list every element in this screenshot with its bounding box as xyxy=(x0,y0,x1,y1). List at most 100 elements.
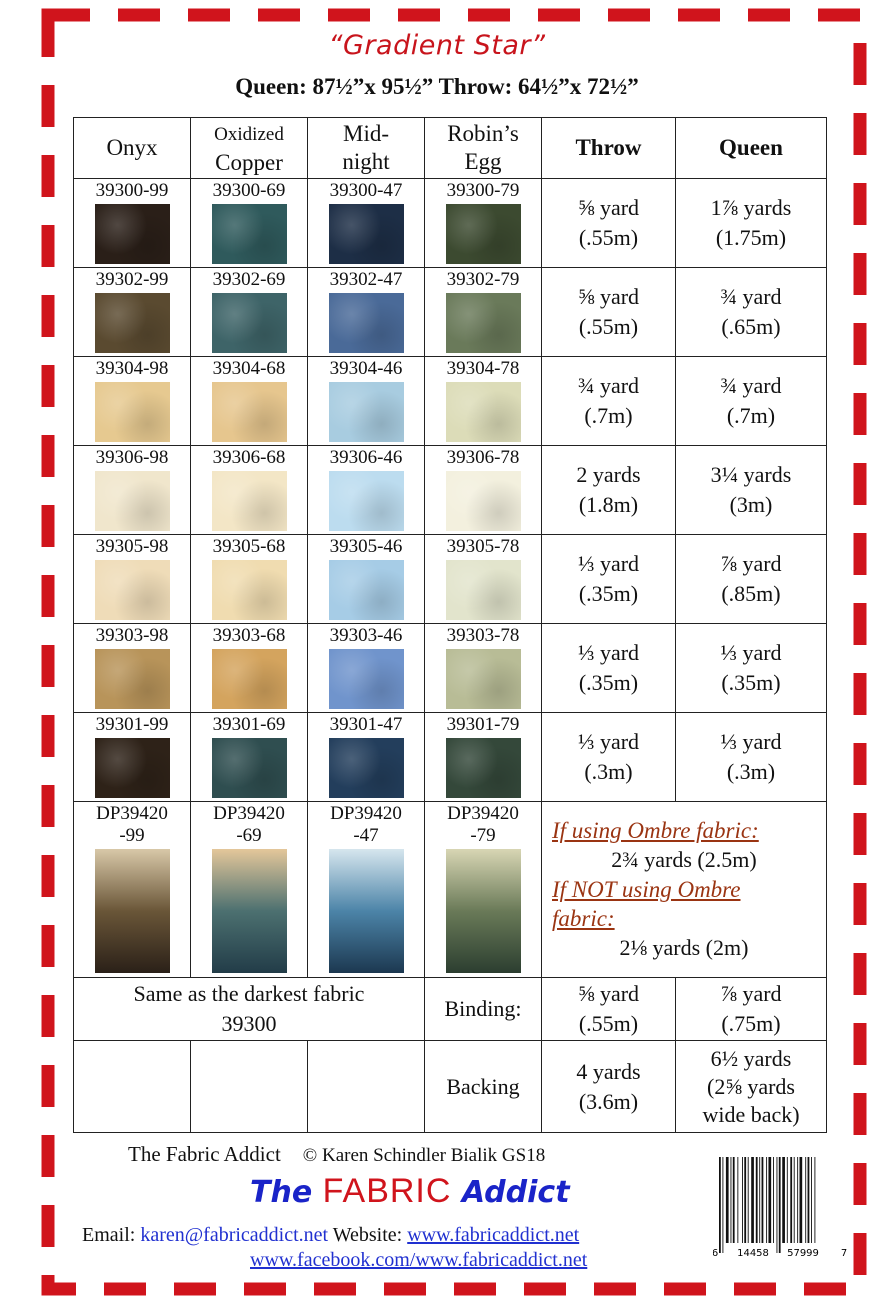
throw-amount: ⅝ yard (.55m) xyxy=(541,267,676,357)
fabric-code: 39300-79 xyxy=(446,180,520,201)
throw-amount: ⅓ yard (.35m) xyxy=(541,623,676,713)
empty-cell xyxy=(190,1040,308,1133)
fabric-swatch xyxy=(211,471,287,531)
copyright: © Karen Schindler Bialik GS18 xyxy=(302,1145,546,1166)
fabric-swatch xyxy=(445,649,521,709)
table-row: 39300-99 39300-69 39300-47 39300-79 ⅝ yard (.… xyxy=(73,178,827,268)
queen-amount: ¾ yard (.65m) xyxy=(675,267,827,357)
fabric-code: DP39420 -99 xyxy=(96,803,168,846)
barcode-bar xyxy=(747,1157,749,1243)
barcode-bar xyxy=(732,1157,735,1243)
fabric-cell: 39301-79 xyxy=(424,712,542,802)
throw-amount: ⅝ yard (.55m) xyxy=(541,178,676,268)
fabric-code: 39302-99 xyxy=(95,269,169,290)
fabric-cell: 39301-47 xyxy=(307,712,425,802)
table-row: 39304-98 39304-68 39304-46 39304-78 ¾ yard (.… xyxy=(73,356,827,446)
barcode-digits: 7 xyxy=(841,1248,847,1257)
fabric-swatch xyxy=(211,204,287,264)
barcode-bar xyxy=(751,1157,754,1243)
binding-label: Binding: xyxy=(424,977,542,1041)
fabric-swatch xyxy=(328,560,404,620)
barcode-bar xyxy=(768,1157,772,1243)
barcode-bar xyxy=(776,1157,778,1253)
binding-row: Same as the darkest fabric 39300 Binding: ⅝… xyxy=(73,977,827,1041)
barcode-bar xyxy=(766,1157,768,1243)
table-row: 39303-98 39303-68 39303-46 39303-78 ⅓ yard (.… xyxy=(73,623,827,713)
fabric-cell: 39301-99 xyxy=(73,712,191,802)
barcode-bar xyxy=(805,1157,807,1243)
website-link[interactable]: www.fabricaddict.net xyxy=(407,1224,580,1246)
fabric-cell: 39306-98 xyxy=(73,445,191,535)
backing-label: Backing xyxy=(424,1040,542,1133)
fabric-code: 39300-69 xyxy=(212,180,286,201)
throw-amount: ¾ yard (.7m) xyxy=(541,356,676,446)
footer-credit: The Fabric Addict © Karen Schindler Biali… xyxy=(128,1142,545,1167)
fabric-code: 39301-47 xyxy=(329,714,403,735)
queen-amount: ⅓ yard (.35m) xyxy=(675,623,827,713)
barcode-bar xyxy=(755,1157,758,1243)
barcode-bar xyxy=(773,1157,774,1243)
fabric-cell: 39303-98 xyxy=(73,623,191,713)
ombre-amount: 2¾ yards (2.5m) xyxy=(611,847,757,872)
fabric-code: 39303-78 xyxy=(446,625,520,646)
ombre-amount-cell: If using Ombre fabric: 2¾ yards (2.5m) If … xyxy=(541,801,827,978)
fabric-swatch xyxy=(445,471,521,531)
barcode-bar xyxy=(759,1157,761,1243)
fabric-code: 39305-68 xyxy=(212,536,286,557)
email-link[interactable]: karen@fabricaddict.net xyxy=(140,1224,329,1246)
fabric-code: 39303-68 xyxy=(212,625,286,646)
fabric-swatch xyxy=(211,382,287,442)
fabric-cell: 39304-98 xyxy=(73,356,191,446)
table-row: 39305-98 39305-68 39305-46 39305-78 ⅓ yard (.… xyxy=(73,534,827,624)
throw-amount: 2 yards (1.8m) xyxy=(541,445,676,535)
barcode-digits: 6 xyxy=(713,1248,718,1257)
non-ombre-amount: 2⅛ yards (2m) xyxy=(619,935,749,960)
fabric-cell: 39300-69 xyxy=(190,178,308,268)
barcode-bar xyxy=(761,1157,764,1243)
fabric-cell: 39304-78 xyxy=(424,356,542,446)
fabric-cell: 39305-68 xyxy=(190,534,308,624)
fabric-cell: 39306-68 xyxy=(190,445,308,535)
table-row: 39301-99 39301-69 39301-47 39301-79 ⅓ yard (.… xyxy=(73,712,827,802)
fabric-cell: 39302-99 xyxy=(73,267,191,357)
fabric-code: 39300-47 xyxy=(329,180,403,201)
fabric-cell: 39303-78 xyxy=(424,623,542,713)
ombre-swatch xyxy=(94,849,170,973)
fabric-code: 39301-79 xyxy=(446,714,520,735)
barcode: 6 14458 57999 7 xyxy=(713,1157,847,1257)
fabric-cell: 39302-69 xyxy=(190,267,308,357)
barcode-bar xyxy=(778,1157,781,1253)
brand-name: The Fabric Addict xyxy=(128,1142,281,1166)
queen-amount: ⅞ yard (.85m) xyxy=(675,534,827,624)
table-header-row: Onyx Oxidized Copper Mid-night Robin’s Egg… xyxy=(73,117,827,179)
facebook-link[interactable]: www.facebook.com/www.fabricaddict.net xyxy=(250,1249,588,1271)
email-label: Email: xyxy=(82,1224,136,1246)
fabric-swatch xyxy=(328,649,404,709)
barcode-bar xyxy=(786,1157,788,1243)
fabric-swatch xyxy=(94,382,170,442)
fabric-cell: 39302-47 xyxy=(307,267,425,357)
ombre-swatch xyxy=(211,849,287,973)
fabric-swatch xyxy=(94,738,170,798)
fabric-code: 39306-68 xyxy=(212,447,286,468)
fabric-swatch xyxy=(328,738,404,798)
fabric-swatch xyxy=(94,204,170,264)
non-ombre-heading: If NOT using Ombre fabric: xyxy=(552,877,741,931)
fabric-code: 39305-78 xyxy=(446,536,520,557)
website-label: Website: xyxy=(332,1224,403,1246)
backing-throw-amount: 4 yards (3.6m) xyxy=(541,1040,676,1133)
fabric-cell: 39300-47 xyxy=(307,178,425,268)
fabric-swatch xyxy=(211,649,287,709)
fabric-code: 39306-46 xyxy=(329,447,403,468)
backing-row: Backing 4 yards (3.6m) 6½ yards (2⅝ yards wid… xyxy=(73,1040,827,1133)
empty-cell xyxy=(73,1040,191,1133)
fabric-code: 39301-99 xyxy=(95,714,169,735)
header-queen: Queen xyxy=(675,117,827,179)
fabric-swatch xyxy=(211,738,287,798)
fabric-cell: 39302-79 xyxy=(424,267,542,357)
fabric-swatch xyxy=(94,560,170,620)
fabric-code: 39302-69 xyxy=(212,269,286,290)
empty-cell xyxy=(307,1040,425,1133)
fabric-code: 39304-68 xyxy=(212,358,286,379)
fabric-code: 39302-79 xyxy=(446,269,520,290)
